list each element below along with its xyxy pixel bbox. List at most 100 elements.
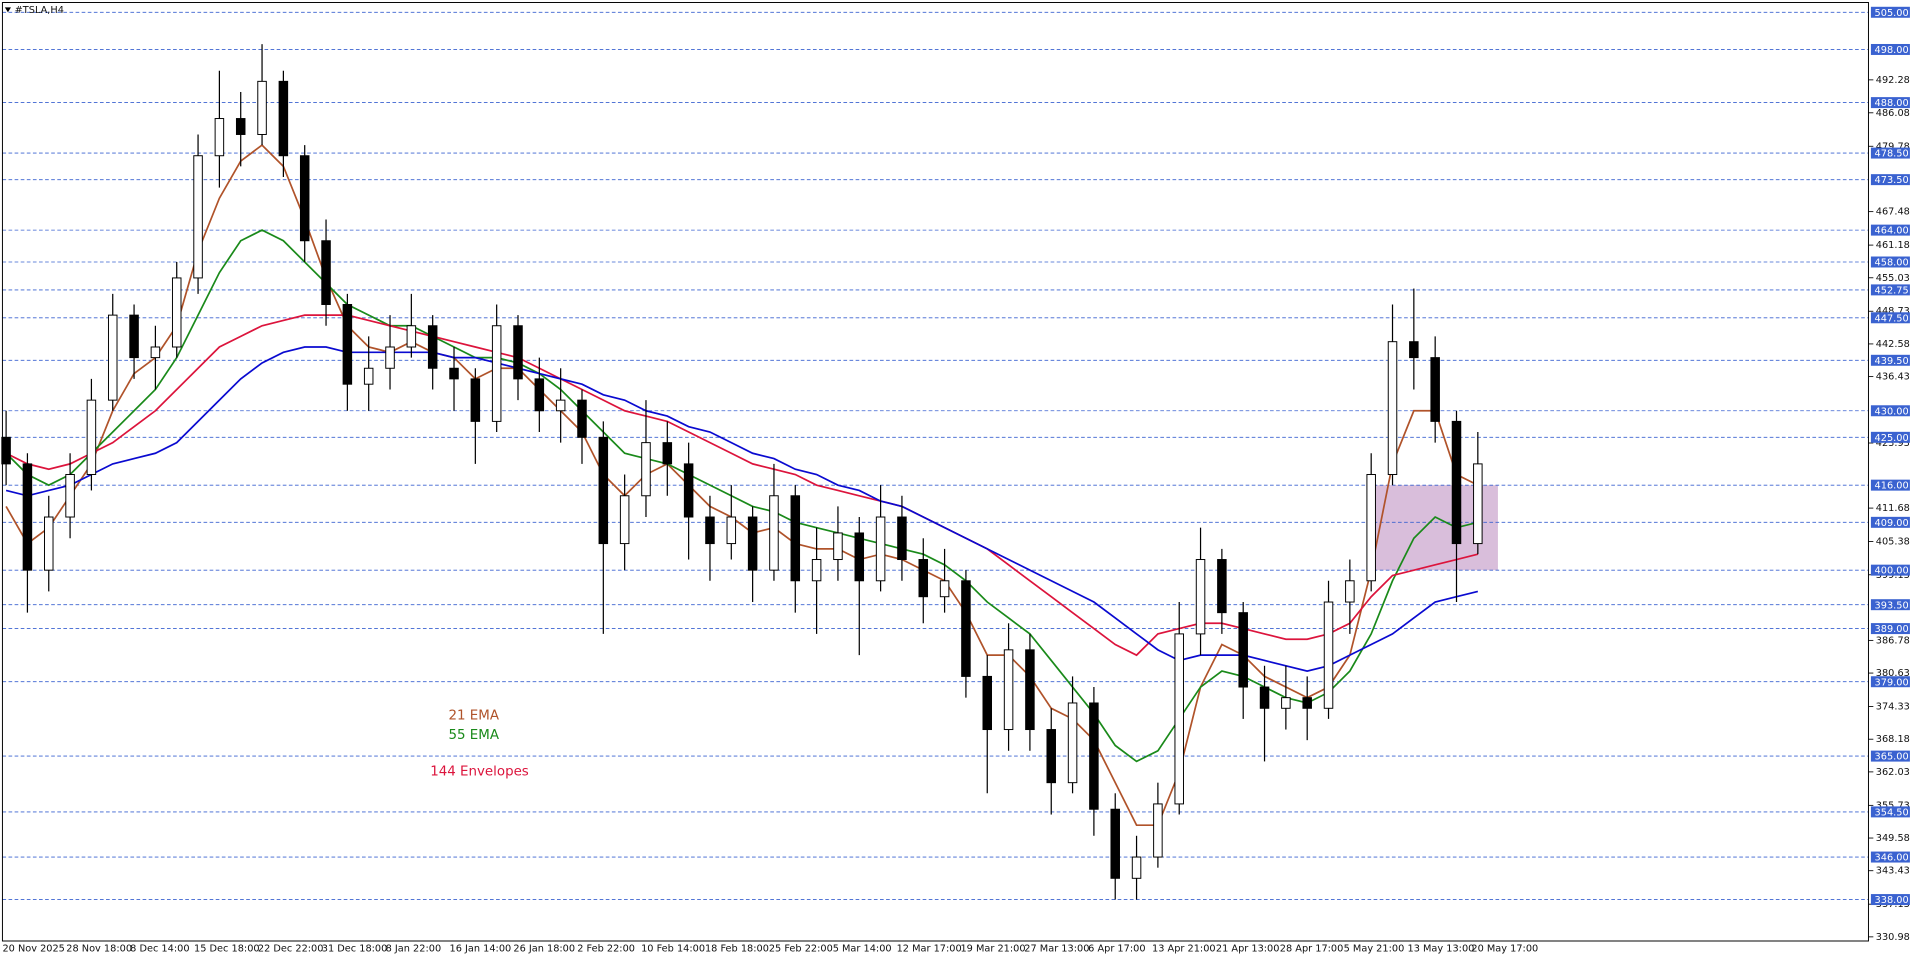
- candle-body: [577, 399, 587, 438]
- candle-body: [470, 378, 481, 422]
- level-box: [1870, 431, 1910, 443]
- candle-body: [662, 442, 673, 465]
- y-tick-label: 368.18: [1876, 734, 1910, 745]
- level-label: 473.50: [1875, 175, 1909, 186]
- level-box: [1870, 894, 1910, 906]
- level-label: 425.00: [1875, 433, 1909, 444]
- y-tick-label: 442.58: [1876, 339, 1910, 350]
- candle-body: [278, 80, 289, 157]
- level-label: 338.00: [1875, 895, 1909, 906]
- candle-body: [939, 580, 950, 598]
- y-tick-label: 380.63: [1876, 668, 1910, 679]
- level-label: 505.00: [1875, 8, 1909, 19]
- candle-body: [1217, 559, 1227, 614]
- candle-body: [363, 367, 374, 385]
- ema21-label: 21 EMA: [449, 709, 500, 724]
- candle-body: [214, 118, 225, 157]
- candle-body: [1302, 697, 1312, 709]
- candle-body: [897, 516, 907, 561]
- candle-body: [1323, 601, 1334, 709]
- level-label: 393.50: [1875, 600, 1909, 611]
- y-tick-label: 349.58: [1876, 833, 1910, 844]
- ema55-label: 55 EMA: [449, 728, 500, 743]
- level-box: [1870, 256, 1910, 268]
- level-box: [1870, 43, 1910, 55]
- candle-body: [555, 399, 566, 412]
- candle-body: [427, 325, 438, 369]
- candle-body: [1387, 341, 1398, 476]
- indicator-line: [5, 314, 1479, 657]
- y-tick-label: 374.33: [1876, 702, 1910, 713]
- candle-body: [171, 277, 182, 348]
- level-box: [1870, 516, 1910, 528]
- candle-body: [854, 532, 865, 582]
- x-tick-label: 26 Jan 18:00: [513, 943, 575, 954]
- candle-body: [342, 304, 353, 385]
- x-tick-label: 27 Mar 13:00: [1024, 943, 1089, 954]
- level-label: 379.00: [1875, 677, 1909, 688]
- candle-body: [1451, 420, 1462, 545]
- candle-body: [961, 580, 971, 677]
- candle-body: [705, 516, 715, 545]
- candle-body: [299, 155, 310, 242]
- candle-body: [43, 516, 54, 571]
- level-box: [1870, 806, 1910, 818]
- level-box: [1870, 851, 1910, 863]
- menu-arrow[interactable]: [4, 7, 11, 13]
- level-box: [1870, 147, 1910, 159]
- candle-body: [1046, 729, 1056, 784]
- chart-title: #TSLA,H4: [15, 5, 64, 16]
- x-tick-label: 16 Jan 14:00: [450, 943, 512, 954]
- candle-body: [875, 516, 886, 582]
- x-tick-label: 13 Apr 21:00: [1152, 943, 1216, 954]
- indicator-line: [5, 229, 1479, 763]
- y-tick-label: 448.73: [1876, 306, 1910, 317]
- x-tick-label: 20 May 17:00: [1471, 943, 1538, 954]
- y-tick-label: 492.28: [1876, 75, 1910, 86]
- y-tick-label: 330.98: [1876, 932, 1910, 943]
- level-label: 400.00: [1875, 566, 1909, 577]
- level-label: 416.00: [1875, 481, 1909, 492]
- level-label: 458.00: [1875, 258, 1909, 269]
- candle-body: [513, 325, 523, 380]
- candle-body: [406, 325, 417, 348]
- x-tick-label: 25 Feb 22:00: [769, 943, 833, 954]
- level-box: [1870, 174, 1910, 186]
- candle-body: [534, 378, 545, 412]
- candle-body: [1238, 612, 1248, 688]
- candle-body: [150, 346, 161, 359]
- level-label: 354.50: [1875, 808, 1909, 819]
- level-label: 409.00: [1875, 518, 1909, 529]
- level-box: [1870, 224, 1910, 236]
- level-box: [1870, 6, 1910, 18]
- level-label: 389.00: [1875, 624, 1909, 635]
- x-tick-label: 12 Mar 17:00: [897, 943, 962, 954]
- candle-body: [385, 346, 395, 369]
- level-box: [1870, 599, 1910, 611]
- candle-body: [1345, 580, 1355, 603]
- level-label: 439.50: [1875, 356, 1909, 367]
- candle-body: [1174, 633, 1184, 805]
- level-box: [1870, 97, 1910, 109]
- y-tick-label: 411.68: [1876, 503, 1910, 514]
- candle-body: [491, 325, 502, 422]
- candle-body: [598, 436, 609, 545]
- x-tick-label: 15 Dec 18:00: [194, 943, 260, 954]
- envelope-label: 144 Envelopes: [430, 765, 529, 780]
- candle-body: [982, 675, 993, 731]
- candle-body: [1153, 803, 1163, 858]
- level-label: 498.00: [1875, 45, 1909, 56]
- candle-body: [22, 463, 33, 571]
- x-tick-label: 8 Jan 22:00: [386, 943, 442, 954]
- x-tick-label: 22 Dec 22:00: [258, 943, 324, 954]
- candle-body: [726, 516, 737, 545]
- candle-body: [641, 442, 651, 497]
- y-tick-label: 405.38: [1876, 537, 1910, 548]
- y-tick-label: 386.78: [1876, 635, 1910, 646]
- x-tick-label: 5 May 21:00: [1344, 943, 1405, 954]
- candle-body: [1131, 856, 1142, 879]
- x-tick-label: 18 Feb 18:00: [705, 943, 769, 954]
- candle-body: [321, 240, 331, 305]
